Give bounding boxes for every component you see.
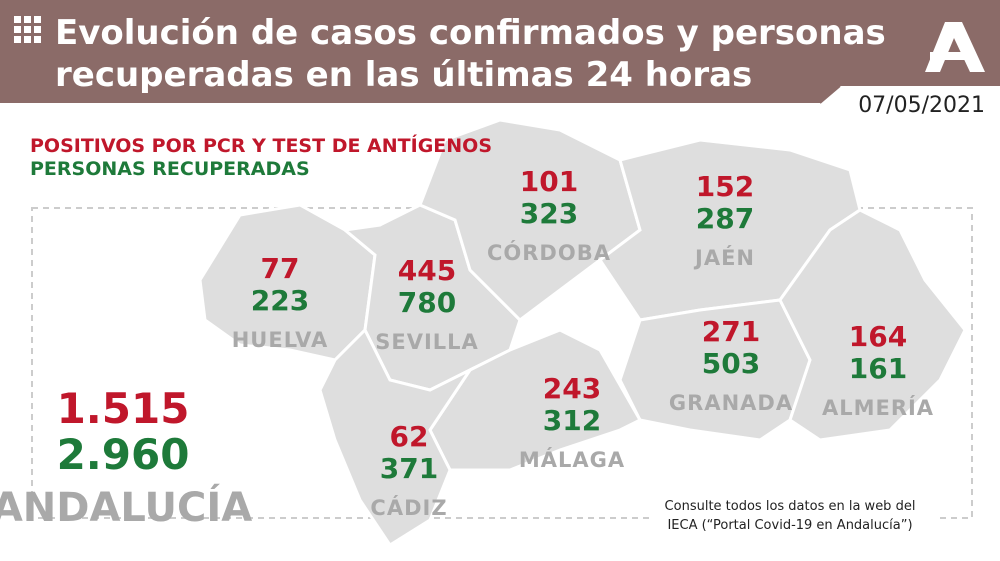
province-name: ALMERÍA: [822, 395, 934, 420]
province-name: CÁDIZ: [370, 495, 447, 520]
province-positives: 77: [261, 252, 300, 285]
total-name: ANDALUCÍA: [0, 483, 252, 531]
province-recovered: 312: [543, 404, 601, 437]
title: Evolución de casos confirmados y persona…: [55, 13, 886, 53]
province-name: CÓRDOBA: [487, 240, 611, 265]
footnote: IECA (“Portal Covid-19 en Andalucía”): [667, 518, 912, 533]
province-recovered: 503: [702, 347, 760, 380]
frame: [31, 207, 973, 519]
province-name: GRANADA: [669, 391, 793, 415]
date-tab: [820, 86, 1000, 121]
title: recuperadas en las últimas 24 horas: [55, 55, 752, 95]
footnote: Consulte todos los datos en la web del: [665, 499, 916, 514]
province-positives: 271: [702, 315, 760, 348]
legend-recovered: PERSONAS RECUPERADAS: [30, 158, 310, 180]
province-name: SEVILLA: [375, 330, 479, 354]
header-band: [0, 0, 1000, 103]
province-positives: 164: [849, 320, 907, 353]
legend-positives: POSITIVOS POR PCR Y TEST DE ANTÍGENOS: [30, 134, 492, 157]
province-name: JAÉN: [693, 245, 755, 270]
province-positives: 445: [398, 254, 456, 287]
province-recovered: 323: [520, 197, 578, 230]
province-recovered: 287: [696, 202, 754, 235]
province-positives: 101: [520, 165, 578, 198]
province-name: HUELVA: [232, 328, 329, 352]
province-positives: 62: [390, 420, 429, 453]
province-positives: 152: [696, 170, 754, 203]
map: [198, 118, 967, 548]
province-recovered: 161: [849, 352, 907, 385]
province-recovered: 223: [251, 284, 309, 317]
total-positives: 1.515: [57, 384, 190, 433]
province-positives: 243: [543, 372, 601, 405]
province-recovered: 371: [380, 452, 438, 485]
date: 07/05/2021: [858, 93, 985, 118]
logo-bar: [930, 52, 968, 60]
menu-icon: [14, 16, 41, 43]
province-name: MÁLAGA: [519, 447, 625, 472]
tab-edge: [819, 85, 841, 104]
footnote-bg: [650, 492, 935, 536]
total-recovered: 2.960: [57, 430, 190, 479]
province-recovered: 780: [398, 286, 456, 319]
